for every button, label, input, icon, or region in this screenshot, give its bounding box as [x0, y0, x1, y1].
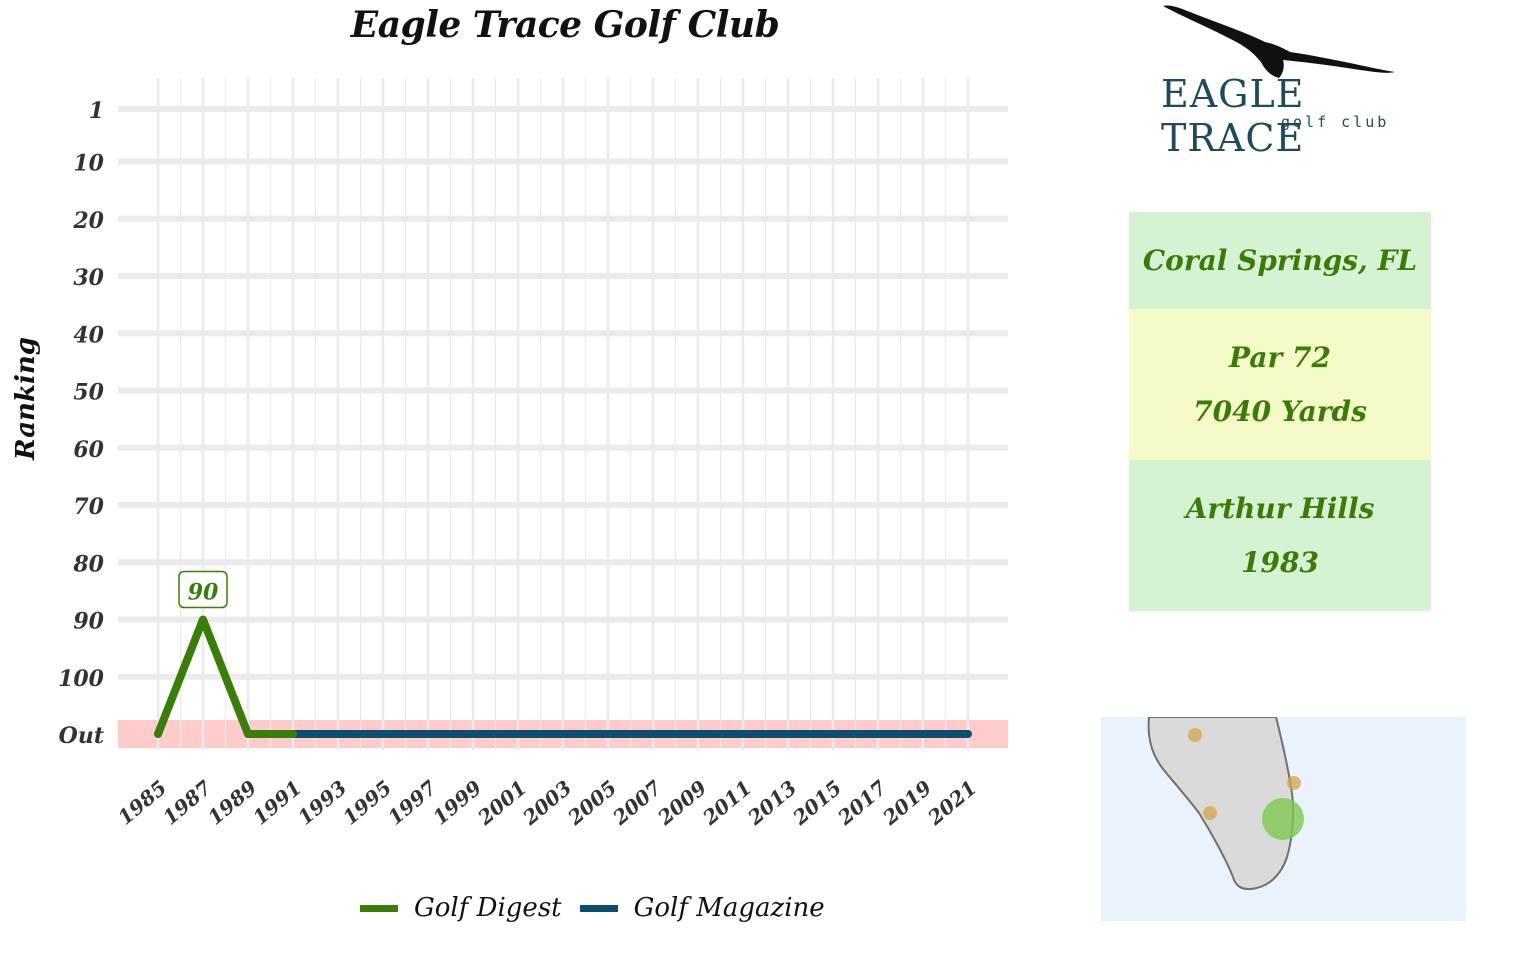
x-tick-label: 2003 — [517, 775, 576, 830]
logo-subtitle: golf club — [1281, 113, 1390, 131]
x-tick-label: 2013 — [742, 775, 801, 830]
par-yards-panel: Par 72 7040 Yards — [1129, 309, 1431, 460]
y-tick-label: 100 — [58, 666, 105, 692]
x-tick-label: 2011 — [697, 775, 756, 830]
course-marker-eagle-trace — [1262, 798, 1304, 840]
legend-swatch-golf-magazine — [579, 904, 618, 912]
x-tick-label: 2015 — [787, 775, 846, 830]
y-tick-label: 70 — [73, 494, 104, 520]
course-marker-other-1 — [1188, 728, 1202, 742]
y-tick-label: 30 — [73, 265, 104, 291]
y-tick-label: 90 — [73, 609, 104, 635]
location-panel: Coral Springs, FL — [1129, 212, 1431, 309]
y-tick-label: Out — [59, 723, 104, 749]
yards-text: 7040 Yards — [1193, 394, 1367, 428]
y-tick-label: 60 — [73, 437, 104, 463]
x-tick-label: 2005 — [562, 775, 621, 830]
chart-title: Eagle Trace Golf Club — [350, 4, 780, 46]
series-line-golf-digest — [154, 615, 297, 738]
eagle-icon — [1163, 5, 1395, 79]
x-tick-label: 2021 — [922, 775, 981, 830]
x-tick-label: 1995 — [338, 775, 396, 829]
course-marker-other-3 — [1203, 806, 1217, 820]
annotation-label: 90 — [188, 580, 219, 606]
year-text: 1983 — [1241, 545, 1319, 579]
x-tick-label: 2001 — [472, 775, 531, 830]
annotation-box — [178, 570, 228, 609]
x-tick-label: 1999 — [428, 775, 486, 829]
x-tick-label: 2017 — [832, 775, 891, 830]
florida-map — [1101, 717, 1466, 921]
club-logo: EAGLE TRACE golf club — [1155, 0, 1405, 160]
y-tick-label: 1 — [89, 98, 104, 124]
y-tick-label: 50 — [73, 380, 104, 406]
y-tick-label: 40 — [73, 322, 104, 348]
x-tick-label: 1991 — [248, 775, 306, 829]
x-tick-label: 1985 — [113, 775, 171, 829]
x-tick-label: 2019 — [877, 775, 936, 830]
legend-label-golf-digest: Golf Digest — [414, 893, 562, 923]
y-tick-label: 10 — [73, 151, 104, 177]
florida-landmass — [1147, 717, 1295, 891]
course-marker-other-2 — [1287, 776, 1301, 790]
x-tick-label: 1987 — [158, 775, 216, 829]
logo-name: EAGLE TRACE — [1161, 72, 1305, 160]
x-tick-label: 1997 — [383, 775, 441, 829]
x-tick-label: 1989 — [203, 775, 261, 829]
legend-label-golf-magazine: Golf Magazine — [633, 893, 825, 923]
florida-map-svg — [1147, 717, 1304, 891]
y-tick-label: 20 — [72, 208, 104, 234]
x-tick-label: 1993 — [293, 775, 351, 829]
y-tick-label: 80 — [72, 551, 104, 577]
legend-item-golf-digest[interactable]: Golf Digest — [360, 893, 562, 923]
legend: Golf Digest Golf Magazine — [360, 888, 843, 928]
location-text: Coral Springs, FL — [1142, 243, 1418, 277]
legend-item-golf-magazine[interactable]: Golf Magazine — [579, 893, 825, 923]
ranking-chart: 1102030405060708090100Out198519871989199… — [58, 78, 1008, 830]
architect-panel: Arthur Hills 1983 — [1129, 460, 1431, 611]
architect-text: Arthur Hills — [1185, 491, 1375, 525]
par-text: Par 72 — [1229, 340, 1331, 374]
legend-swatch-golf-digest — [360, 904, 398, 912]
x-tick-label: 2009 — [652, 775, 711, 830]
x-tick-label: 2007 — [607, 775, 666, 830]
